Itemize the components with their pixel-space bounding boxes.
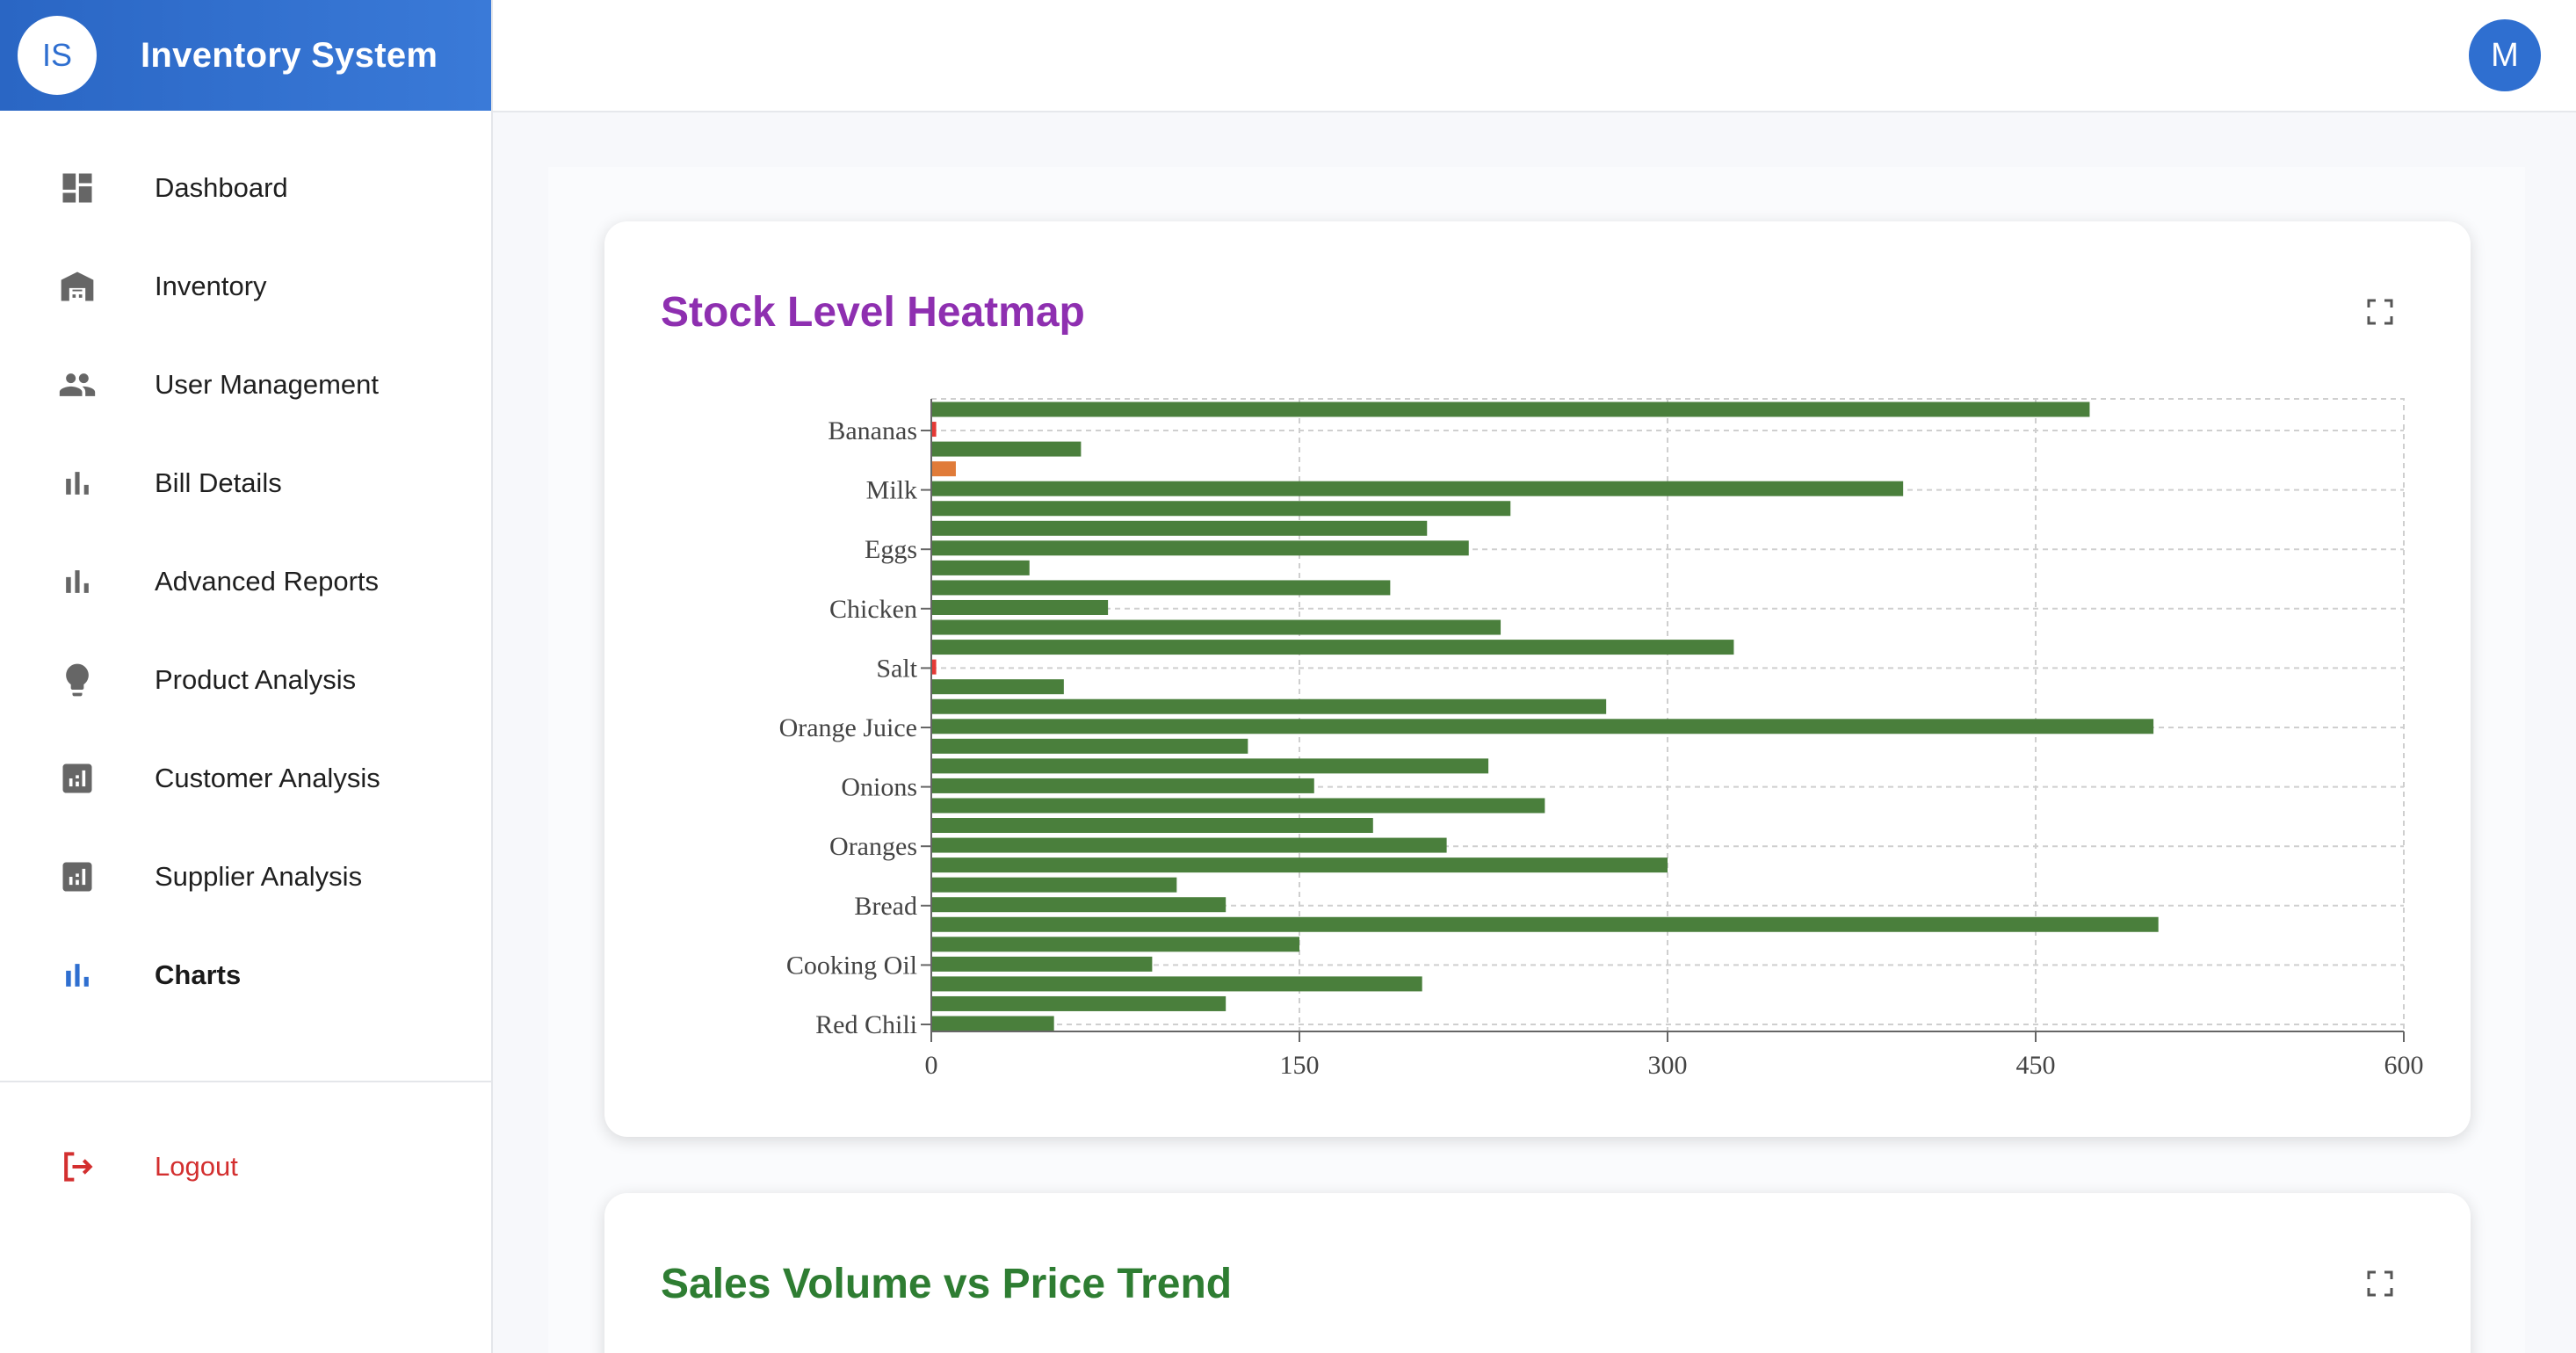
- sidebar-item-label: Product Analysis: [155, 664, 357, 695]
- logout-icon: [58, 1147, 97, 1186]
- y-tick-label: Eggs: [865, 535, 917, 564]
- chart-bar: [931, 679, 1064, 695]
- bar-chart-icon: [58, 562, 97, 601]
- people-icon: [58, 365, 97, 404]
- sidebar-item-user-management[interactable]: User Management: [0, 336, 491, 434]
- chart-bar: [931, 897, 1226, 913]
- card-title: Sales Volume vs Price Trend: [661, 1261, 1233, 1307]
- sidebar-item-bill-details[interactable]: Bill Details: [0, 434, 491, 532]
- chart-bar: [931, 798, 1545, 814]
- sidebar-item-dashboard[interactable]: Dashboard: [0, 139, 491, 237]
- sidebar-item-label: User Management: [155, 369, 380, 400]
- chart-bar: [931, 599, 1109, 615]
- sidebar-item-charts[interactable]: Charts: [0, 926, 491, 1024]
- chart-bar: [931, 738, 1248, 754]
- brand-logo: IS: [18, 16, 97, 95]
- chart-bar: [931, 481, 1904, 496]
- y-tick-label: Onions: [841, 773, 917, 802]
- chart-bar: [931, 520, 1428, 536]
- x-tick-label: 450: [2016, 1051, 2056, 1080]
- chart-x-ticks: 0 150 300 450 600: [925, 1051, 2424, 1080]
- sidebar-item-label: Dashboard: [155, 172, 288, 203]
- chart-axes: [921, 399, 2405, 1042]
- chart-bar: [931, 758, 1489, 774]
- sidebar-item-label: Advanced Reports: [155, 566, 380, 597]
- fullscreen-button[interactable]: [2367, 299, 2393, 325]
- chart-bar: [931, 402, 2090, 417]
- chart-bar: [931, 857, 1668, 873]
- chart-bar: [931, 956, 1153, 972]
- sidebar-item-advanced-reports[interactable]: Advanced Reports: [0, 532, 491, 631]
- x-tick-label: 0: [925, 1051, 938, 1080]
- analytics-icon: [58, 759, 97, 798]
- dashboard-icon: [58, 169, 97, 207]
- y-tick-label: Cooking Oil: [786, 951, 917, 980]
- warehouse-icon: [58, 267, 97, 306]
- chart-y-ticks: Bananas Milk Eggs Chicken Salt Orange Juice On…: [779, 416, 918, 1039]
- chart-bar: [931, 580, 1391, 596]
- sidebar-item-inventory[interactable]: Inventory: [0, 237, 491, 336]
- sidebar: IS Inventory System Dashboard Inventory …: [0, 0, 493, 1353]
- app-title: Inventory System: [141, 35, 438, 75]
- sidebar-divider: [0, 1081, 491, 1082]
- y-tick-label: Chicken: [829, 595, 917, 624]
- chart-bar: [931, 937, 1299, 952]
- bar-chart-icon: [58, 464, 97, 503]
- fullscreen-button[interactable]: [2367, 1270, 2393, 1297]
- card-title: Stock Level Heatmap: [661, 289, 1085, 336]
- chart-bars: [931, 402, 2159, 1031]
- logout-button[interactable]: Logout: [0, 1118, 491, 1216]
- chart-bar: [931, 501, 1511, 517]
- topbar: M: [493, 0, 2576, 112]
- chart-bar: [931, 540, 1469, 556]
- sidebar-item-label: Charts: [155, 959, 242, 990]
- sidebar-item-label: Bill Details: [155, 467, 282, 498]
- fullscreen-icon: [2367, 299, 2393, 325]
- chart-bar: [931, 659, 937, 675]
- sidebar-item-label: Customer Analysis: [155, 763, 380, 793]
- sidebar-nav: Dashboard Inventory User Management Bill…: [0, 111, 491, 1024]
- fullscreen-icon: [2367, 1270, 2393, 1297]
- chart-bar: [931, 441, 1082, 457]
- chart-bar: [931, 778, 1314, 793]
- y-tick-label: Milk: [866, 476, 917, 505]
- x-tick-label: 150: [1280, 1051, 1320, 1080]
- chart-bar: [931, 995, 1226, 1011]
- chart-bar: [931, 619, 1501, 635]
- sidebar-item-product-analysis[interactable]: Product Analysis: [0, 631, 491, 729]
- chart-bar: [931, 719, 2154, 734]
- chart-bar: [931, 640, 1734, 655]
- chart-bar: [931, 916, 2159, 932]
- bar-chart-icon: [58, 956, 97, 995]
- chart-bar: [931, 422, 937, 438]
- chart-bar: [931, 837, 1447, 853]
- sidebar-item-customer-analysis[interactable]: Customer Analysis: [0, 729, 491, 828]
- lightbulb-icon: [58, 661, 97, 699]
- stock-level-chart: Bananas Milk Eggs Chicken Salt Orange Juice On…: [779, 398, 2424, 1080]
- y-tick-label: Bread: [854, 892, 917, 921]
- sidebar-item-label: Inventory: [155, 271, 267, 301]
- y-tick-label: Salt: [876, 654, 917, 683]
- chart-bar: [931, 560, 1030, 575]
- sidebar-item-label: Supplier Analysis: [155, 861, 363, 892]
- x-tick-label: 300: [1648, 1051, 1688, 1080]
- chart-bar: [931, 1016, 1054, 1031]
- y-tick-label: Red Chili: [815, 1010, 917, 1039]
- chart-bar: [931, 976, 1422, 992]
- y-tick-label: Oranges: [829, 832, 917, 861]
- avatar[interactable]: M: [2469, 19, 2541, 91]
- x-tick-label: 600: [2384, 1051, 2424, 1080]
- y-tick-label: Orange Juice: [779, 713, 917, 742]
- logout-label: Logout: [155, 1151, 238, 1182]
- sidebar-item-supplier-analysis[interactable]: Supplier Analysis: [0, 828, 491, 926]
- brand-header: IS Inventory System: [0, 0, 491, 111]
- chart-bar: [931, 698, 1607, 714]
- analytics-icon: [58, 857, 97, 896]
- chart-bar: [931, 818, 1373, 834]
- sales-volume-card: Sales Volume vs Price Trend: [604, 1193, 2471, 1353]
- chart-bar: [931, 461, 956, 477]
- y-tick-label: Bananas: [828, 416, 917, 445]
- stock-heatmap-card: Stock Level Heatmap Bananas Milk Eggs Chick…: [604, 221, 2471, 1137]
- chart-bar: [931, 877, 1177, 893]
